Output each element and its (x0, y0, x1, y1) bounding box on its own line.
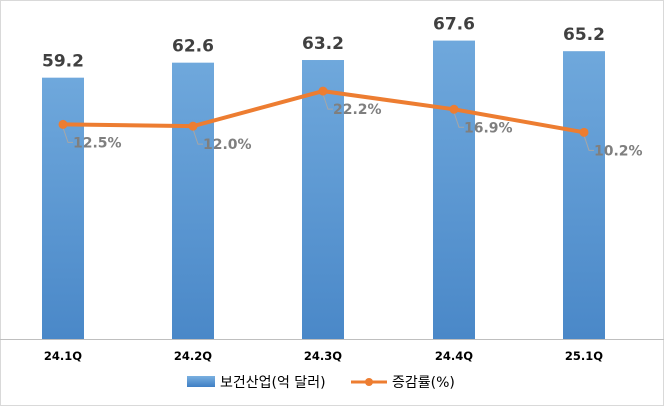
growth-rate-point (579, 127, 589, 137)
bar-24.4Q (433, 40, 475, 339)
label-leader-line (453, 112, 464, 128)
growth-rate-point (188, 121, 198, 131)
x-tick-label: 24.2Q (174, 349, 212, 363)
legend-bar-swatch (187, 376, 215, 387)
bar-value-label: 65.2 (563, 25, 605, 45)
x-tick-label: 25.1Q (565, 349, 603, 363)
x-tick-label: 24.4Q (435, 349, 473, 363)
bar-24.1Q (42, 77, 84, 339)
bar-value-label: 67.6 (433, 15, 475, 35)
growth-rate-label: 12.0% (203, 137, 252, 153)
bar-value-label: 63.2 (302, 34, 344, 54)
legend: 보건산업(억 달러) 증감률(%) (187, 375, 455, 391)
legend-line-marker (365, 378, 373, 386)
growth-rate-label: 10.2% (594, 143, 643, 159)
line-series (58, 86, 589, 137)
bar-value-label: 62.6 (172, 37, 214, 57)
label-leader-line (583, 135, 594, 151)
x-tick-label: 24.3Q (304, 349, 342, 363)
x-tick-label: 24.1Q (44, 349, 82, 363)
legend-bar-label: 보건산업(억 달러) (220, 375, 326, 391)
x-axis-ticks: 24.1Q 24.2Q 24.3Q 24.4Q 25.1Q (44, 349, 603, 363)
legend-line-label: 증감률(%) (392, 375, 455, 391)
growth-rate-point (58, 119, 68, 129)
data-labels: 59.2 62.6 63.2 67.6 65.2 12.5% 12.0% 22.2% 16.9%… (42, 15, 643, 160)
label-connectors (62, 93, 594, 151)
bar-25.1Q (563, 51, 605, 340)
bar-24.2Q (172, 62, 214, 340)
bar-24.3Q (302, 60, 344, 339)
bar-series (42, 40, 605, 340)
growth-rate-point (318, 86, 328, 96)
growth-rate-point (449, 104, 459, 114)
label-leader-line (62, 127, 73, 143)
growth-rate-label: 16.9% (464, 120, 513, 136)
growth-rate-label: 22.2% (333, 102, 382, 118)
growth-rate-label: 12.5% (73, 135, 122, 151)
label-leader-line (322, 93, 333, 110)
label-leader-line (192, 128, 203, 145)
bar-value-label: 59.2 (42, 52, 84, 72)
